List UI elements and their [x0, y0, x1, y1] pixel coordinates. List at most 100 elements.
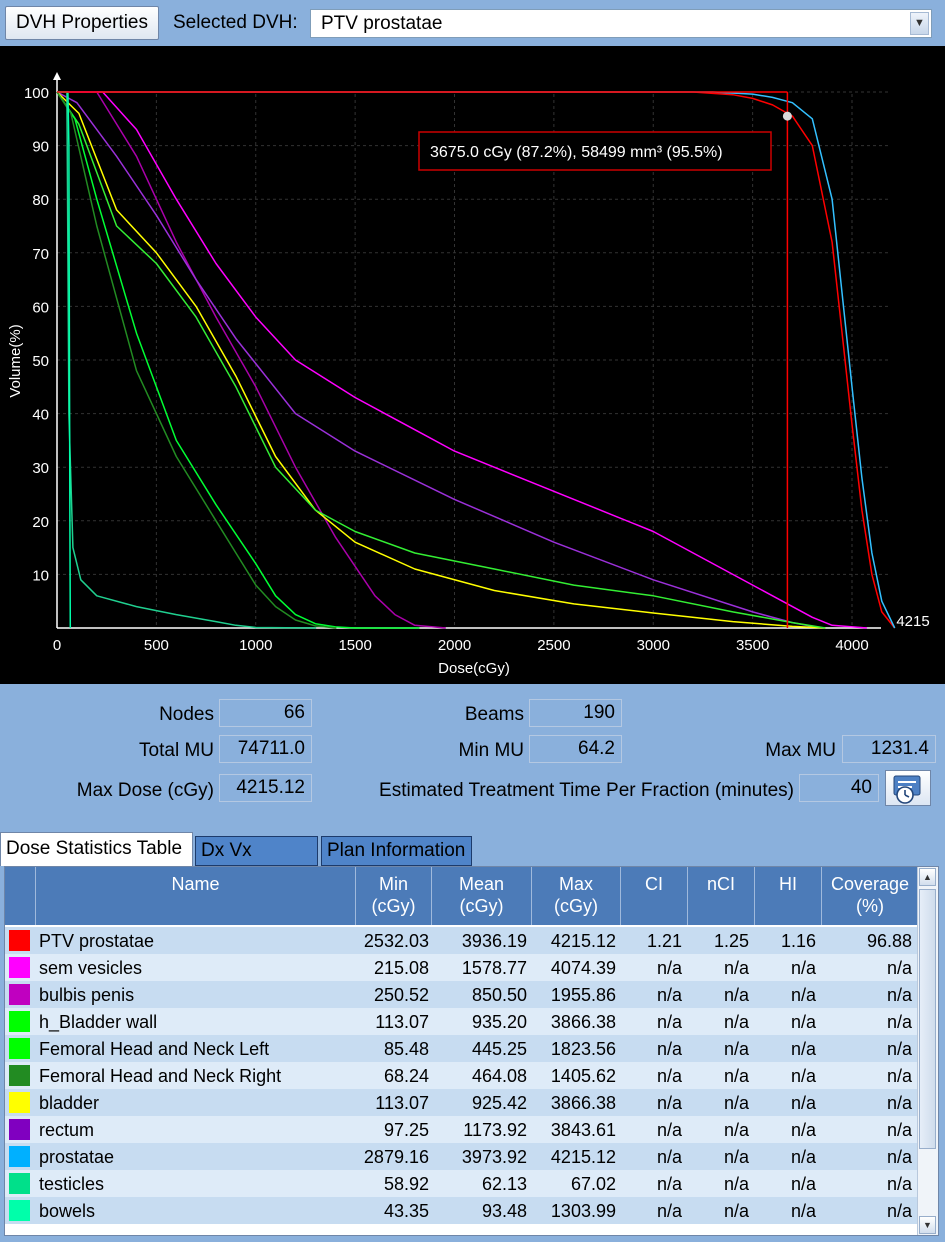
selected-dvh-dropdown[interactable]: PTV prostatae ▼: [310, 9, 932, 38]
dvh-series-line: [56, 91, 420, 629]
cell-hi: n/a: [790, 1039, 816, 1059]
ci-column-header[interactable]: CI: [620, 867, 687, 925]
nodes-value: 66: [219, 699, 312, 727]
dvh-properties-button[interactable]: DVH Properties: [5, 6, 159, 40]
x-tick-label: 3000: [637, 637, 670, 654]
dvh-chart[interactable]: 10 20 30 40 50 60 70 80 90 100 0 500 1000 1500 2000 250…: [0, 46, 945, 684]
cell-max: 4074.39: [550, 958, 616, 978]
x-tick-label: 0: [53, 637, 61, 654]
max-mu-label: Max MU: [765, 740, 836, 761]
table-row[interactable]: testicles 58.92 62.13 67.02 n/a n/a n/a n/a: [5, 1170, 918, 1197]
cell-ci: n/a: [656, 1174, 682, 1194]
scroll-up-icon[interactable]: ▲: [919, 868, 936, 886]
table-row[interactable]: sem vesicles 215.08 1578.77 4074.39 n/a n/a n/…: [5, 954, 918, 981]
total-mu-value: 74711.0: [219, 735, 312, 763]
cell-mean: 1578.77: [461, 958, 527, 978]
scroll-down-icon[interactable]: ▼: [919, 1216, 936, 1234]
toolbar: DVH Properties Selected DVH: PTV prostat…: [0, 0, 945, 46]
tab-dx-vx-values[interactable]: Dx Vx Values: [195, 836, 318, 889]
cell-nci: n/a: [723, 985, 749, 1005]
cell-min: 113.07: [375, 1093, 429, 1113]
cell-hi: n/a: [790, 1174, 816, 1194]
dvh-series-line: [56, 91, 826, 629]
cell-min: 2879.16: [363, 1147, 429, 1167]
table-row[interactable]: PTV prostatae 2532.03 3936.19 4215.12 1.21 1.…: [5, 927, 918, 954]
structure-color-swatch: [9, 1146, 30, 1167]
cell-coverage: 96.88: [866, 931, 912, 951]
cell-ci: n/a: [656, 1066, 682, 1086]
mean-header-line2: (cGy): [459, 896, 504, 916]
structure-name: bulbis penis: [39, 985, 135, 1005]
cell-ci: n/a: [656, 985, 682, 1005]
scrollbar-thumb[interactable]: [919, 889, 936, 1149]
table-scrollbar[interactable]: ▲ ▼: [917, 867, 938, 1235]
table-row[interactable]: Femoral Head and Neck Right 68.24 464.08 14…: [5, 1062, 918, 1089]
mean-header-line1: Mean: [458, 874, 505, 894]
cell-nci: 1.25: [713, 931, 749, 951]
cell-ci: n/a: [656, 1120, 682, 1140]
y-tick-label: 70: [32, 246, 49, 263]
structure-name: prostatae: [39, 1147, 115, 1167]
structure-color-swatch: [9, 1173, 30, 1194]
structure-name: bladder: [39, 1093, 100, 1113]
mean-column-header[interactable]: Mean (cGy): [431, 867, 531, 925]
coverage-column-header[interactable]: Coverage (%): [821, 867, 918, 925]
table-row[interactable]: rectum 97.25 1173.92 3843.61 n/a n/a n/a n/a: [5, 1116, 918, 1143]
table-row[interactable]: h_Bladder wall 113.07 935.20 3866.38 n/a n/a n…: [5, 1008, 918, 1035]
cell-ci: 1.21: [646, 931, 682, 951]
x-max-label: 4215: [896, 613, 929, 630]
structure-color-swatch: [9, 957, 30, 978]
cell-mean: 850.50: [471, 985, 527, 1005]
min-mu-label: Min MU: [458, 740, 524, 761]
nodes-label: Nodes: [159, 704, 214, 725]
cell-min: 113.07: [375, 1012, 429, 1032]
cell-ci: n/a: [656, 1039, 682, 1059]
cell-hi: n/a: [790, 1147, 816, 1167]
cell-max: 3866.38: [550, 1012, 616, 1032]
table-row[interactable]: prostatae 2879.16 3973.92 4215.12 n/a n/a n/a n…: [5, 1143, 918, 1170]
min-column-header[interactable]: Min (cGy): [355, 867, 431, 925]
name-column-header[interactable]: Name: [35, 867, 355, 925]
cell-coverage: n/a: [886, 1174, 912, 1194]
chevron-down-icon[interactable]: ▼: [910, 12, 929, 35]
cell-mean: 3973.92: [461, 1147, 527, 1167]
table-row[interactable]: bulbis penis 250.52 850.50 1955.86 n/a n/a n/a…: [5, 981, 918, 1008]
cell-nci: n/a: [723, 1147, 749, 1167]
table-header: Name Min (cGy) Mean (cGy) Max (cGy) CI nCI …: [5, 867, 918, 925]
cell-hi: n/a: [790, 1066, 816, 1086]
dvh-series-line: [57, 91, 896, 629]
y-tick-label: 40: [32, 407, 49, 424]
hi-column-header[interactable]: HI: [754, 867, 821, 925]
x-tick-label: 3500: [736, 637, 769, 654]
table-row[interactable]: Femoral Head and Neck Left 85.48 445.25 182…: [5, 1035, 918, 1062]
cell-ci: n/a: [656, 958, 682, 978]
x-tick-label: 1500: [338, 637, 371, 654]
hi-header-text: HI: [779, 874, 797, 894]
table-row[interactable]: bowels 43.35 93.48 1303.99 n/a n/a n/a n/a: [5, 1197, 918, 1224]
bottom-tabs: Dose Statistics Table Dx Vx Values Plan …: [0, 832, 945, 889]
structure-color-swatch: [9, 1200, 30, 1221]
max-header-line2: (cGy): [554, 896, 598, 916]
selected-dvh-label: Selected DVH:: [173, 12, 298, 33]
max-mu-value: 1231.4: [842, 735, 936, 763]
cell-mean: 925.42: [471, 1093, 527, 1113]
cell-mean: 3936.19: [461, 931, 527, 951]
structure-color-swatch: [9, 930, 30, 951]
tab-dose-statistics-table[interactable]: Dose Statistics Table: [0, 832, 193, 866]
cell-mean: 93.48: [481, 1201, 527, 1221]
cell-mean: 1173.92: [463, 1120, 527, 1140]
cell-min: 215.08: [373, 958, 429, 978]
max-column-header[interactable]: Max (cGy): [531, 867, 620, 925]
max-dose-value: 4215.12: [219, 774, 312, 802]
tab-plan-information[interactable]: Plan Information: [321, 836, 472, 866]
x-axis-label: Dose(cGy): [438, 660, 510, 677]
min-mu-value: 64.2: [529, 735, 622, 763]
structure-color-swatch: [9, 1065, 30, 1086]
nci-column-header[interactable]: nCI: [687, 867, 754, 925]
cell-mean: 464.08: [471, 1066, 527, 1086]
coverage-header-line2: (%): [856, 896, 884, 916]
x-tick-label: 4000: [835, 637, 868, 654]
table-row[interactable]: bladder 113.07 925.42 3866.38 n/a n/a n/a n/a: [5, 1089, 918, 1116]
treatment-time-button[interactable]: [885, 770, 931, 806]
